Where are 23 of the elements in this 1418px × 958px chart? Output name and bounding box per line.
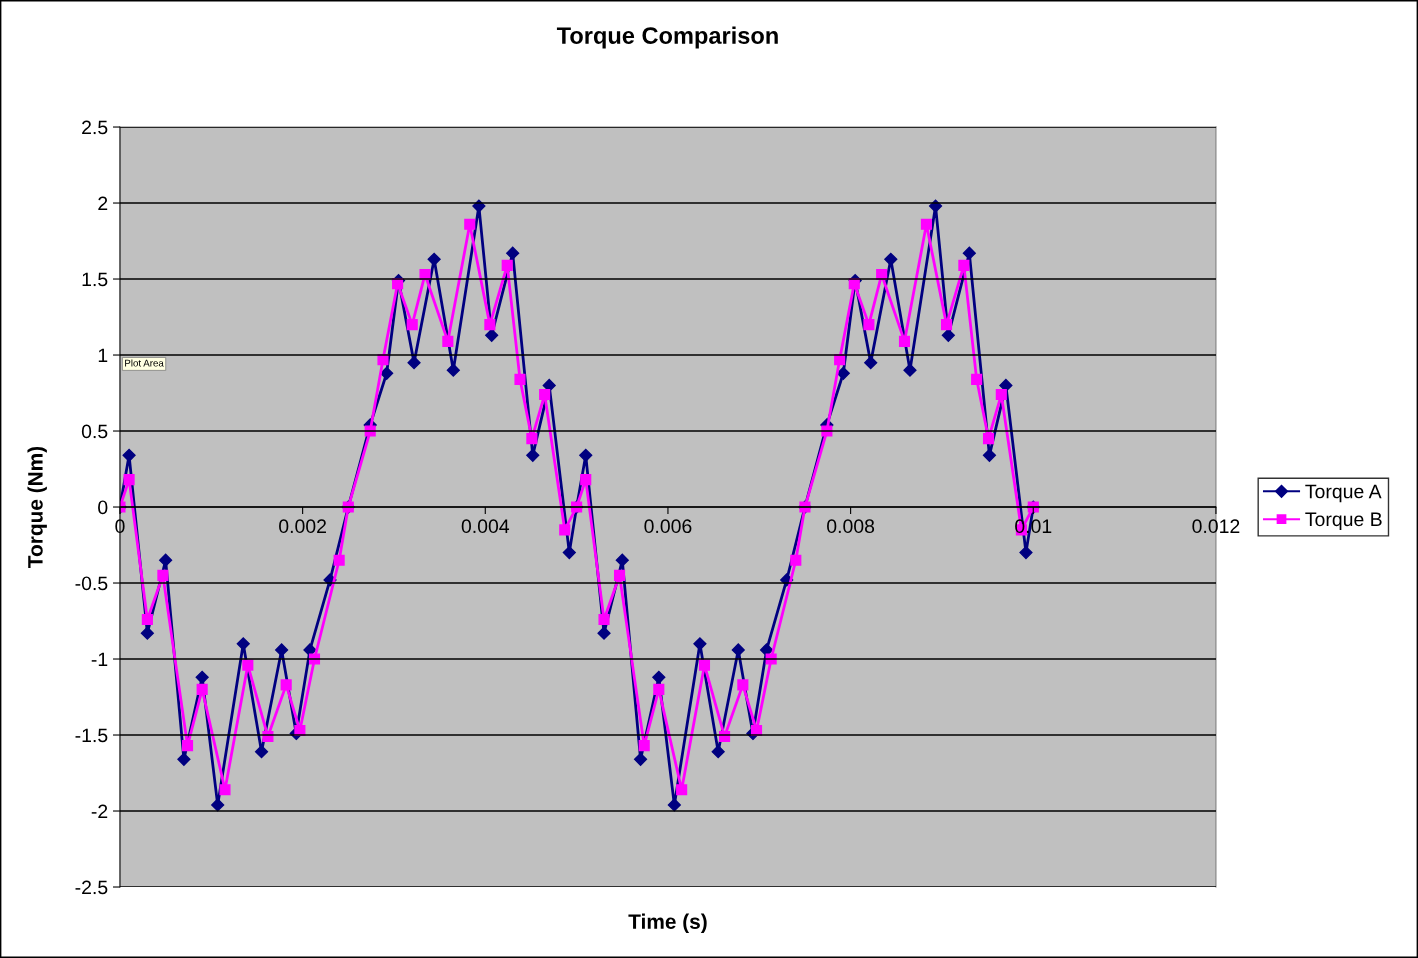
x-tick-label: 0.002 xyxy=(279,519,326,534)
annotation: Plot Area xyxy=(125,359,164,367)
y-tick-label: -2.5 xyxy=(75,880,108,895)
x-tick-label: 0.012 xyxy=(1192,519,1240,534)
y-tick-label: 1.5 xyxy=(82,272,108,287)
y-tick-label: 2 xyxy=(98,196,108,211)
y-tick-label: -2 xyxy=(91,804,108,819)
y-tick-label: -1.5 xyxy=(75,728,108,743)
legend-label: Torque B xyxy=(1305,512,1382,531)
y-axis-title: Torque (Nm) xyxy=(27,446,47,568)
legend-label: Torque A xyxy=(1305,484,1382,503)
x-tick-label: 0.004 xyxy=(461,519,510,534)
y-tick-label: -0.5 xyxy=(75,576,108,591)
y-tick-label: 0.5 xyxy=(81,424,108,439)
x-tick-label: 0 xyxy=(115,519,125,534)
y-tick-label: 2.5 xyxy=(82,120,108,135)
x-axis-title: Time (s) xyxy=(628,913,707,934)
y-tick-label: 0 xyxy=(98,500,108,515)
chart-title: Torque Comparison xyxy=(556,26,778,49)
y-tick-label: -1 xyxy=(91,652,108,667)
x-tick-label: 0.008 xyxy=(827,519,875,534)
y-tick-label: 1 xyxy=(98,348,108,363)
x-tick-label: 0.006 xyxy=(644,519,692,534)
